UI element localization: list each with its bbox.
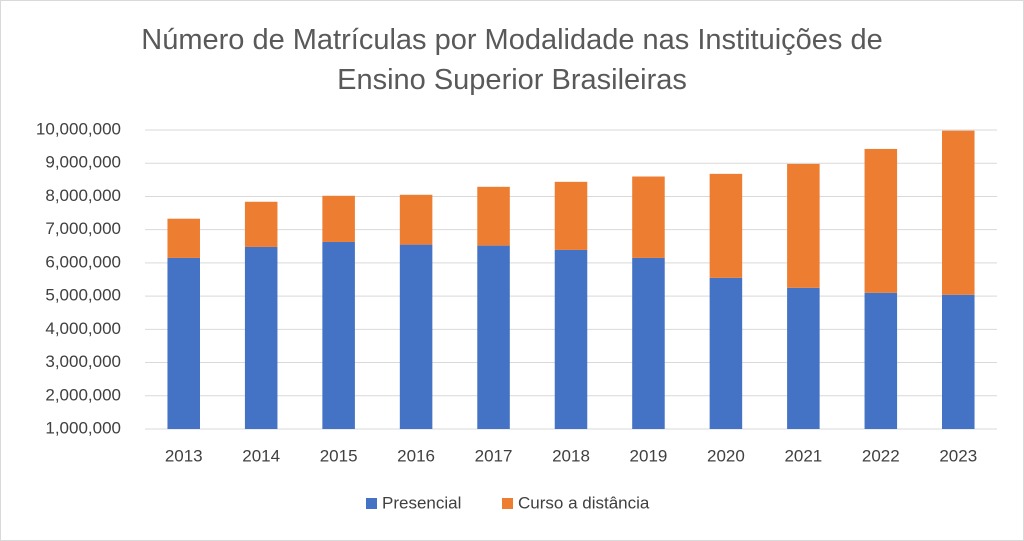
bar-segment bbox=[399, 194, 433, 245]
bar-segment bbox=[167, 218, 200, 258]
bar-segment bbox=[477, 186, 510, 246]
x-tick-label: 2015 bbox=[320, 446, 358, 465]
bar-segment bbox=[787, 163, 820, 288]
x-tick-label: 2021 bbox=[784, 446, 822, 465]
legend-label: Presencial bbox=[382, 493, 461, 512]
y-tick-label: 3,000,000 bbox=[45, 352, 121, 371]
y-tick-label: 1,000,000 bbox=[45, 418, 121, 437]
bar-segment bbox=[942, 294, 975, 429]
bar-segment bbox=[709, 173, 743, 278]
bar-segment bbox=[244, 201, 278, 247]
x-tick-label: 2022 bbox=[862, 446, 900, 465]
legend-swatch bbox=[502, 498, 513, 509]
y-tick-label: 8,000,000 bbox=[45, 186, 121, 205]
y-tick-label: 10,000,000 bbox=[36, 119, 121, 138]
chart-title: Número de Matrículas por Modalidade nas … bbox=[141, 24, 883, 96]
y-tick-label: 7,000,000 bbox=[45, 219, 121, 238]
y-tick-label: 6,000,000 bbox=[45, 252, 121, 271]
x-tick-label: 2020 bbox=[707, 446, 745, 465]
y-tick-label: 2,000,000 bbox=[45, 385, 121, 404]
bar-segment bbox=[787, 287, 820, 429]
bar-segment bbox=[244, 246, 278, 429]
bar-segment bbox=[632, 176, 665, 258]
bar-segment bbox=[864, 148, 898, 293]
bar-segment bbox=[709, 277, 743, 429]
bar-segment bbox=[322, 195, 355, 242]
x-tick-label: 2016 bbox=[397, 446, 435, 465]
bar-segment bbox=[632, 257, 665, 429]
x-tick-label: 2018 bbox=[552, 446, 590, 465]
legend-swatch bbox=[366, 498, 377, 509]
bar-segment bbox=[942, 130, 975, 295]
bar-segment bbox=[399, 244, 433, 429]
bar-segment bbox=[167, 257, 200, 429]
bar-segment bbox=[864, 292, 898, 429]
y-tick-label: 5,000,000 bbox=[45, 286, 121, 305]
x-tick-label: 2014 bbox=[242, 446, 280, 465]
y-tick-label: 9,000,000 bbox=[45, 153, 121, 172]
x-tick-label: 2019 bbox=[630, 446, 668, 465]
x-tick-label: 2017 bbox=[475, 446, 513, 465]
x-tick-label: 2013 bbox=[165, 446, 203, 465]
bar-segment bbox=[554, 249, 588, 429]
legend-label: Curso a distância bbox=[518, 493, 650, 512]
bar-segment bbox=[554, 181, 588, 250]
bar-segment bbox=[322, 241, 355, 429]
y-tick-label: 4,000,000 bbox=[45, 319, 121, 338]
x-tick-label: 2023 bbox=[939, 446, 977, 465]
bar-segment bbox=[477, 245, 510, 429]
